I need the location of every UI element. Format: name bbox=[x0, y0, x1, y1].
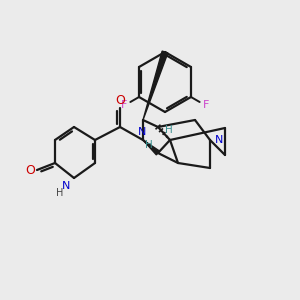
Text: O: O bbox=[25, 164, 35, 176]
Text: F: F bbox=[121, 100, 127, 110]
Text: H: H bbox=[56, 188, 64, 198]
Text: N: N bbox=[215, 135, 224, 145]
Text: H: H bbox=[165, 125, 173, 135]
Text: H: H bbox=[145, 140, 153, 150]
Polygon shape bbox=[143, 140, 160, 155]
Text: F: F bbox=[202, 100, 209, 110]
Text: N: N bbox=[138, 127, 146, 137]
Text: O: O bbox=[115, 94, 125, 107]
Text: N: N bbox=[62, 181, 70, 191]
Polygon shape bbox=[143, 51, 168, 120]
